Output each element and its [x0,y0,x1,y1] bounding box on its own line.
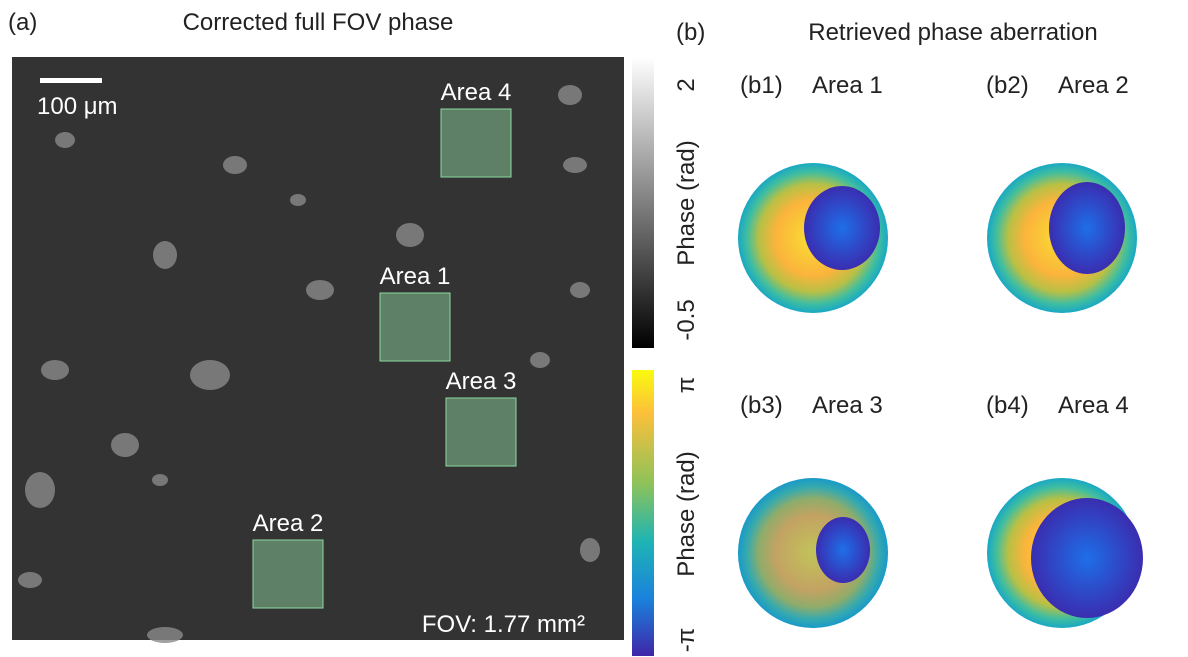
panel-title: Corrected full FOV phase [183,9,454,36]
subpanel-tag: (b1) [740,72,783,99]
panel-title: Retrieved phase aberration [808,19,1098,46]
figure: (a) Corrected full FOV phase 100 μm Area… [0,0,1188,657]
aberration-map [738,163,888,313]
scale-bar-label: 100 μm [37,93,118,120]
panel-label: (a) [8,9,37,36]
colorbar-tick-label: π [673,377,700,394]
subpanel-tag: (b3) [740,392,783,419]
colorbar-tick-label: 2 [673,78,700,91]
colorbar-tick-label: -0.5 [673,299,700,340]
area-label: Area 2 [253,510,324,537]
subpanel-name: Area 3 [812,392,883,419]
area-label: Area 1 [380,263,451,290]
colorbar-axis-label: Phase (rad) [673,140,700,265]
panel-label: (b) [676,19,705,46]
aberration-map [987,478,1143,628]
aberration-map [738,478,888,628]
subpanel-name: Area 4 [1058,392,1129,419]
area-label: Area 4 [441,79,512,106]
colorbar-parula [632,370,654,656]
colorbar-axis-label: Phase (rad) [673,451,700,576]
subpanel-name: Area 2 [1058,72,1129,99]
colorbar-tick-label: -π [673,628,700,653]
subpanel-name: Area 1 [812,72,883,99]
area-label: Area 3 [446,368,517,395]
fov-label: FOV: 1.77 mm² [422,611,585,638]
scale-bar [40,78,102,83]
subpanel-tag: (b2) [986,72,1029,99]
subpanel-tag: (b4) [986,392,1029,419]
aberration-map [987,163,1137,313]
colorbar-gray [632,57,654,348]
